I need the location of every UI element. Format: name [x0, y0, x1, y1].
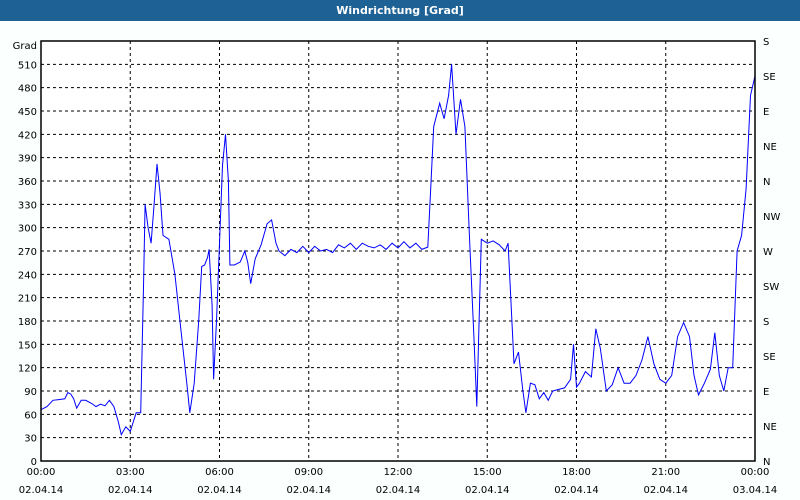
y-tick-label: 330 — [18, 200, 37, 211]
x-tick-time: 00:00 — [741, 467, 770, 478]
y-tick-label: 60 — [24, 410, 37, 421]
y-tick-label: 240 — [18, 270, 37, 281]
x-tick-time: 21:00 — [651, 467, 680, 478]
y-tick-label: 90 — [24, 387, 37, 398]
y-tick-label: 360 — [18, 177, 37, 188]
x-tick-time: 09:00 — [294, 467, 323, 478]
right-axis-label: NE — [763, 142, 777, 153]
x-tick-time: 00:00 — [27, 467, 56, 478]
x-tick-date: 03.04.14 — [733, 485, 778, 496]
y-tick-label: 510 — [18, 60, 37, 71]
y-tick-label: 270 — [18, 247, 37, 258]
y-tick-label: 420 — [18, 130, 37, 141]
right-axis-label: SW — [763, 282, 779, 293]
y-tick-label: 150 — [18, 340, 37, 351]
right-axis-label: SE — [763, 72, 776, 83]
y-tick-label: 120 — [18, 364, 37, 375]
y-tick-label: 450 — [18, 107, 37, 118]
y-axis-label: Grad — [13, 41, 37, 52]
y-tick-label: 300 — [18, 224, 37, 235]
series-line — [40, 64, 756, 436]
plot-border — [40, 40, 756, 462]
x-tick-time: 03:00 — [116, 467, 145, 478]
y-tick-label: 480 — [18, 84, 37, 95]
y-tick-label: 30 — [24, 434, 37, 445]
right-axis-label: S — [763, 317, 769, 328]
x-tick-date: 02.04.14 — [554, 485, 599, 496]
right-axis-label: NW — [763, 212, 780, 223]
y-tick-label: 390 — [18, 154, 37, 165]
y-tick-label: 210 — [18, 294, 37, 305]
x-tick-time: 06:00 — [205, 467, 234, 478]
x-tick-time: 18:00 — [562, 467, 591, 478]
x-tick-time: 15:00 — [473, 467, 502, 478]
y-tick-label: 0 — [31, 457, 37, 468]
right-axis-label: E — [763, 387, 769, 398]
x-tick-date: 02.04.14 — [643, 485, 688, 496]
y-tick-label: 180 — [18, 317, 37, 328]
x-tick-date: 02.04.14 — [108, 485, 153, 496]
right-axis-label: SE — [763, 352, 776, 363]
chart-title: Windrichtung [Grad] — [0, 0, 800, 21]
right-axis-label: E — [763, 107, 769, 118]
x-tick-date: 02.04.14 — [286, 485, 331, 496]
right-axis-label: NE — [763, 422, 777, 433]
right-axis-label: N — [763, 457, 770, 468]
x-tick-date: 02.04.14 — [376, 485, 421, 496]
x-tick-time: 12:00 — [384, 467, 413, 478]
x-tick-date: 02.04.14 — [465, 485, 510, 496]
right-axis-label: W — [763, 247, 773, 258]
right-axis-label: N — [763, 177, 770, 188]
right-axis-label: S — [763, 37, 769, 48]
x-tick-date: 02.04.14 — [197, 485, 242, 496]
x-tick-date: 02.04.14 — [19, 485, 64, 496]
